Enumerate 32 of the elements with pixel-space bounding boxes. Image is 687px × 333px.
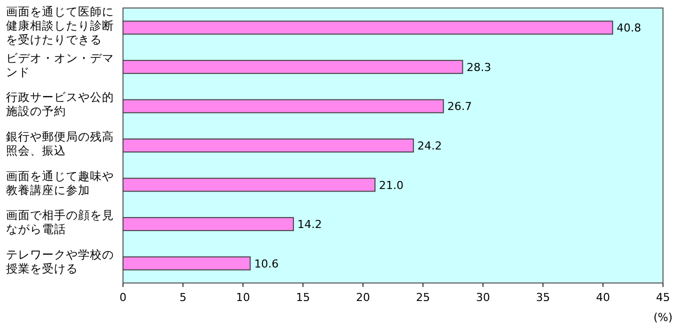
bar — [122, 60, 464, 74]
y-tick-label: 行政サービスや公的施設の予約 — [6, 90, 114, 118]
data-label: 40.8 — [616, 22, 642, 35]
x-tick-label: 0 — [120, 291, 126, 304]
x-tick-label: 5 — [180, 291, 186, 304]
y-tick-label: 画面を通じて趣味や教養講座に参加 — [6, 168, 114, 197]
x-axis-title: (%) — [653, 311, 673, 324]
data-label: 24.2 — [417, 140, 442, 152]
y-tick-label: テレワークや学校の授業を受ける — [6, 247, 114, 276]
data-label: 26.7 — [447, 100, 472, 114]
bar — [122, 178, 376, 192]
bar — [122, 138, 414, 152]
x-tick-label: 10 — [236, 291, 250, 304]
data-label: 28.3 — [466, 60, 492, 74]
data-label: 14.2 — [297, 218, 322, 232]
y-tick-label: 画面を通じて医師に健康相談したり診断を受けたりできる — [6, 4, 114, 47]
x-tick-label: 40 — [596, 291, 610, 304]
data-label: 10.6 — [254, 257, 279, 270]
bar — [122, 217, 294, 232]
x-tick-label: 20 — [356, 291, 370, 304]
x-tick-label: 30 — [476, 291, 490, 304]
data-label: 21.0 — [379, 178, 404, 192]
bar — [122, 256, 251, 270]
x-tick-label: 35 — [536, 291, 550, 304]
x-tick-label: 25 — [416, 291, 430, 304]
x-tick-label: 15 — [296, 291, 310, 304]
y-tick-label: ビデオ・オン・デマンド — [6, 50, 114, 79]
y-tick-label: 画面で相手の顔を見ながら電話 — [6, 208, 114, 236]
y-tick-label: 銀行や郵便局の残高照会、振込 — [6, 130, 114, 158]
x-tick-label: 45 — [656, 291, 670, 304]
bar — [122, 20, 614, 35]
bar — [122, 99, 444, 114]
